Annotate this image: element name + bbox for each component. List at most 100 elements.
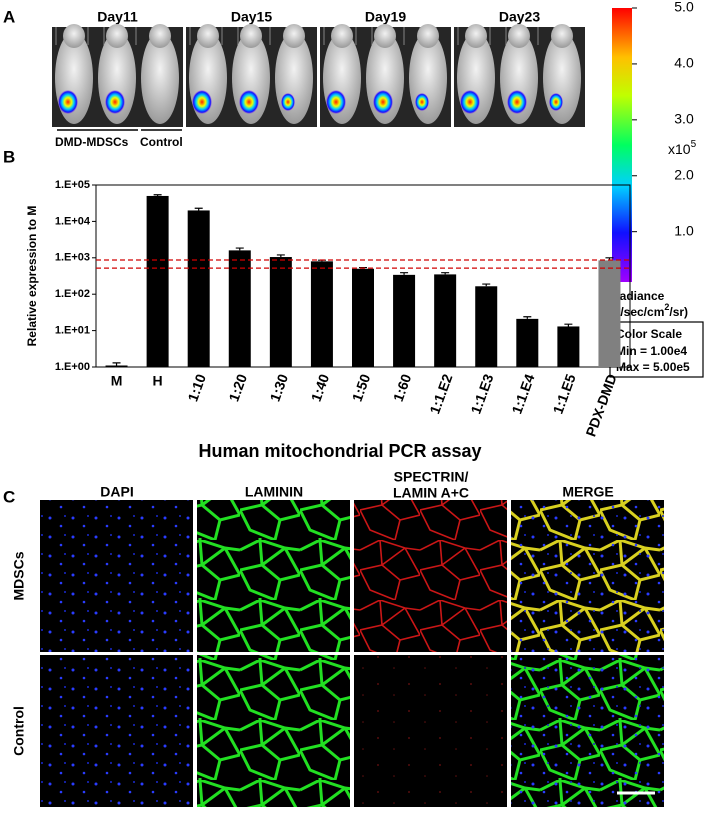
error-bar <box>194 207 203 211</box>
micrograph-signal <box>354 655 507 807</box>
signal <box>460 90 480 114</box>
group-label: DMD-MDSCs <box>55 135 129 149</box>
x-tick-label: 1:1.E3 <box>467 372 496 416</box>
panel-label: B <box>3 147 15 166</box>
row-label: Control <box>11 706 27 756</box>
y-tick-label: 1.E+01 <box>55 325 90 337</box>
bar <box>187 210 210 367</box>
error-bar <box>112 362 121 366</box>
mouse-head <box>551 24 573 48</box>
colorbar-tick-label: 5.0 <box>674 0 694 15</box>
micrograph-signal <box>197 655 350 807</box>
colorbar <box>612 8 632 282</box>
y-axis-label: Relative expression to M <box>25 206 39 347</box>
day-label: Day11 <box>97 9 138 25</box>
bar <box>516 318 539 367</box>
error-bar <box>276 254 285 258</box>
mouse-head <box>331 24 353 48</box>
bar <box>434 274 457 367</box>
panel-label: A <box>3 7 15 26</box>
day-label: Day19 <box>365 9 406 25</box>
scale-box <box>609 321 704 378</box>
bar <box>598 260 621 367</box>
unit: x10 <box>668 141 691 157</box>
error-bar <box>441 272 450 275</box>
mouse-head <box>417 24 439 48</box>
signal <box>105 90 125 114</box>
units: /sr) <box>669 305 688 319</box>
scale-max: Max = 5.00e5 <box>616 360 690 374</box>
unit-exponent: 5 <box>691 139 697 150</box>
column-label: LAMIN A+C <box>393 485 469 501</box>
mouse-head <box>374 24 396 48</box>
scale-title: Color Scale <box>616 327 682 341</box>
bar <box>352 268 374 367</box>
error-bar <box>153 194 162 196</box>
y-tick-label: 1.E+05 <box>55 179 90 191</box>
colorbar-title: Radiance <box>611 289 665 303</box>
mouse-head <box>508 24 530 48</box>
x-tick-label: H <box>153 373 163 389</box>
mouse-head <box>197 24 219 48</box>
colorbar-tick-label: 3.0 <box>674 111 694 127</box>
day-label: Day23 <box>499 9 540 25</box>
units-exp: 2 <box>664 302 669 312</box>
bar <box>393 274 416 367</box>
x-tick-label: 1:1.E2 <box>426 372 455 416</box>
group-label: Control <box>140 135 183 149</box>
signal <box>58 90 78 114</box>
error-bar <box>482 283 491 287</box>
bar <box>269 257 292 367</box>
micrograph-nuclei <box>511 655 664 807</box>
error-bar <box>235 247 244 251</box>
x-tick-label: 1:40 <box>308 372 333 404</box>
column-label: LAMININ <box>245 484 303 500</box>
bar <box>105 365 128 367</box>
bar <box>557 326 580 367</box>
error-bar <box>523 316 532 319</box>
x-axis-label: Human mitochondrial PCR assay <box>198 441 481 461</box>
error-bar <box>400 272 409 275</box>
column-label: DAPI <box>100 484 133 500</box>
layout: A DMD-MDSCs Control x105 Radiance (p/sec… <box>3 7 704 506</box>
micrograph-signal <box>40 655 193 807</box>
colorbar-unit: x105 <box>668 139 697 157</box>
colorbar-tick-label: 4.0 <box>674 55 694 71</box>
bar <box>146 195 169 367</box>
y-tick-label: 1.E+04 <box>55 215 91 227</box>
bar <box>310 261 333 367</box>
x-tick-label: 1:1.E4 <box>508 372 537 416</box>
mouse-head <box>465 24 487 48</box>
y-tick-label: 1.E+03 <box>55 252 90 264</box>
scale-min: Min = 1.00e4 <box>616 344 687 358</box>
signal <box>239 90 259 114</box>
signal <box>549 93 563 111</box>
signal <box>326 90 346 114</box>
mouse-head <box>240 24 262 48</box>
bar <box>228 250 251 367</box>
mouse-head <box>63 24 85 48</box>
micrograph-signal <box>354 500 507 652</box>
column-label: SPECTRIN/ <box>394 469 469 485</box>
y-tick-label: 1.E+02 <box>55 288 90 300</box>
error-bar <box>564 323 573 327</box>
micrograph-nuclei <box>511 500 664 652</box>
panel-label: C <box>3 487 15 506</box>
mouse-head <box>283 24 305 48</box>
row-label: MDSCs <box>11 551 27 600</box>
micrograph-signal <box>40 500 193 652</box>
signal <box>507 90 527 114</box>
micrograph-signal <box>197 500 350 652</box>
bar <box>475 286 498 367</box>
mouse-head <box>149 24 171 48</box>
day-label: Day15 <box>231 9 272 25</box>
x-tick-label: 1:60 <box>390 372 415 404</box>
x-tick-label: 1:20 <box>225 372 250 404</box>
mouse <box>141 32 179 124</box>
colorbar-tick-label: 1.0 <box>674 222 694 238</box>
mouse-head <box>106 24 128 48</box>
column-label: MERGE <box>562 484 613 500</box>
units: (p/sec/cm <box>609 305 664 319</box>
